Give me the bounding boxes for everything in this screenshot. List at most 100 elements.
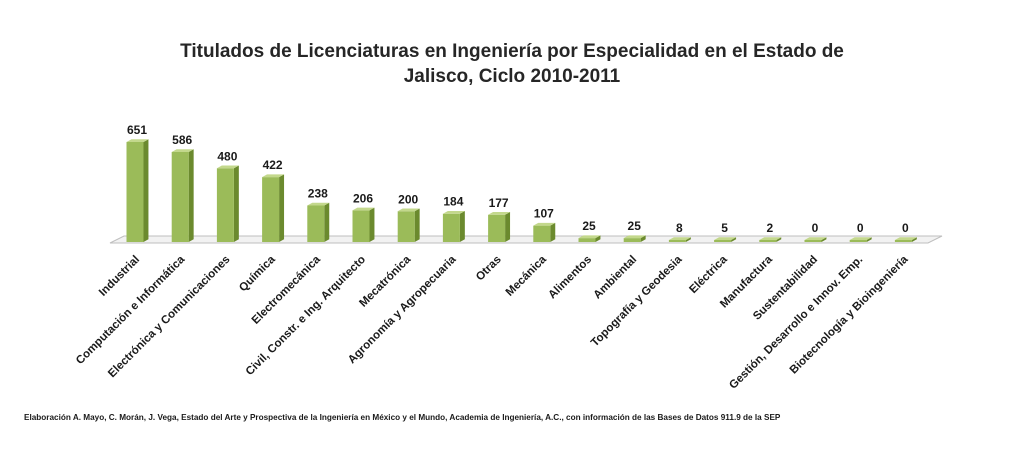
bar-front — [804, 240, 822, 242]
category-label: Mecánica — [504, 253, 550, 299]
bar-top — [488, 212, 511, 215]
bar-front — [668, 240, 686, 242]
bar-side — [776, 237, 782, 242]
chart-title: Titulados de Licenciaturas en Ingeniería… — [180, 41, 844, 87]
bar-front — [849, 240, 867, 242]
bar-top — [352, 207, 375, 211]
bar-top — [216, 165, 239, 169]
value-label: 25 — [628, 219, 642, 233]
bar-top — [262, 174, 285, 178]
bar-side — [505, 212, 511, 242]
bar — [488, 212, 511, 242]
bar — [578, 235, 601, 242]
bar-side — [414, 208, 420, 242]
bar-side — [369, 207, 375, 242]
bar — [397, 208, 420, 242]
value-label: 206 — [353, 191, 373, 205]
bar-front — [759, 240, 777, 242]
category-label: Ambiental — [592, 254, 640, 302]
bar-front — [714, 240, 732, 242]
bar — [262, 174, 285, 242]
bar — [533, 222, 556, 242]
value-label: 2 — [766, 221, 773, 235]
bar — [804, 237, 827, 242]
bar-side — [821, 237, 827, 242]
bar-side — [731, 237, 737, 242]
value-label: 25 — [582, 219, 596, 233]
bar — [442, 210, 465, 242]
bar-top — [442, 210, 465, 214]
bar-top — [533, 222, 556, 226]
value-label: 0 — [812, 221, 819, 235]
bar-top — [668, 237, 691, 240]
bar-side — [188, 149, 194, 242]
bar-front — [216, 168, 234, 242]
bar-top — [623, 235, 646, 239]
value-label: 8 — [676, 221, 683, 235]
bar-front — [488, 214, 506, 242]
bar-front — [578, 238, 596, 242]
bar — [352, 207, 375, 242]
value-label: 0 — [857, 221, 864, 235]
bar-top — [171, 149, 194, 152]
bar-side — [279, 174, 285, 242]
chart-title-line-2: Jalisco, Ciclo 2010-2011 — [404, 66, 621, 87]
bar-top — [126, 139, 149, 142]
bar-front — [623, 238, 641, 242]
bar-top — [397, 208, 420, 212]
bar-top — [849, 237, 872, 240]
bar-side — [595, 235, 601, 242]
value-label: 0 — [902, 221, 909, 235]
value-label: 107 — [534, 207, 554, 221]
bar — [216, 165, 239, 242]
bar-side — [550, 222, 556, 242]
bar-side — [324, 202, 330, 242]
bar-top — [307, 202, 330, 206]
category-label: Eléctrica — [687, 253, 730, 296]
bar-side — [640, 235, 646, 242]
value-label: 238 — [308, 186, 328, 200]
bar-front — [171, 151, 189, 242]
bar-side — [866, 237, 872, 242]
value-label: 651 — [127, 123, 147, 137]
bar-top — [894, 237, 917, 240]
category-label: Otras — [474, 254, 504, 284]
chart-title-line-1: Titulados de Licenciaturas en Ingeniería… — [180, 41, 844, 62]
bar-front — [126, 142, 144, 242]
bar-front — [307, 205, 325, 242]
bar-side — [911, 237, 917, 242]
bar — [759, 237, 782, 242]
bar-front — [352, 210, 370, 242]
category-label: Industrial — [97, 254, 142, 299]
bar-top — [759, 237, 782, 240]
bar — [894, 237, 917, 242]
value-label: 5 — [721, 221, 728, 235]
bars-group — [126, 139, 917, 242]
bar — [623, 235, 646, 242]
bar — [171, 149, 194, 242]
bar-top — [578, 235, 601, 239]
bar-top — [804, 237, 827, 240]
bar-top — [714, 237, 737, 240]
bar-front — [442, 213, 460, 242]
category-label: Química — [237, 253, 278, 294]
bar-side — [685, 237, 691, 242]
bar — [307, 202, 330, 242]
bar-side — [233, 165, 239, 242]
bar-front — [262, 177, 280, 242]
category-label: Alimentos — [546, 254, 594, 302]
bar — [714, 237, 737, 242]
value-label: 480 — [217, 149, 237, 163]
bar-front — [397, 211, 415, 242]
value-label: 177 — [489, 196, 509, 210]
bar-front — [533, 225, 551, 242]
bar-side — [459, 210, 465, 242]
category-label: Topografía y Geodesia — [589, 253, 685, 349]
bar — [126, 139, 149, 242]
bar-side — [143, 139, 149, 242]
source-note: Elaboración A. Mayo, C. Morán, J. Vega, … — [24, 413, 781, 422]
bar-front — [894, 240, 912, 242]
